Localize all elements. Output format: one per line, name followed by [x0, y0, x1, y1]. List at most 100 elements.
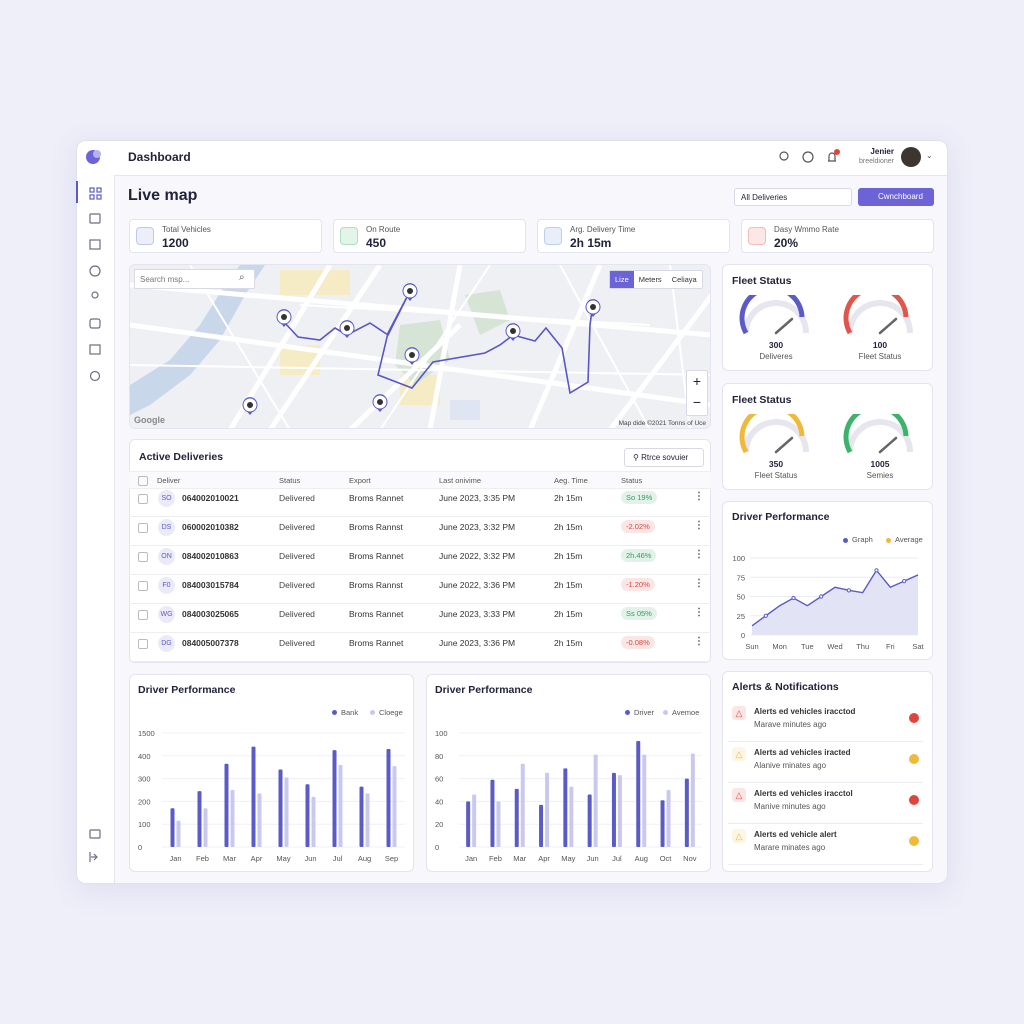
- nav-dashboard[interactable]: [89, 187, 102, 200]
- delivery-export: Broms Rannet: [349, 551, 404, 561]
- legend-dot: [663, 710, 668, 715]
- y-tick-label: 25: [737, 612, 745, 621]
- row-menu[interactable]: ⋮: [694, 491, 704, 502]
- delivery-export: Broms Rannet: [349, 638, 404, 648]
- kpi-card: Arg. Delivery Time 2h 15m: [537, 219, 730, 253]
- notification-icon[interactable]: [828, 152, 836, 162]
- row-menu[interactable]: ⋮: [694, 549, 704, 560]
- action-button[interactable]: Cwnchboard: [858, 188, 934, 206]
- x-tick-label: Aug: [358, 854, 371, 863]
- zoom-in[interactable]: +: [692, 373, 702, 389]
- legend-dot: [843, 538, 848, 543]
- filter-select[interactable]: All Deliveries: [734, 188, 852, 206]
- checkbox[interactable]: [138, 476, 148, 486]
- checkbox[interactable]: [138, 639, 148, 649]
- table-filter-button[interactable]: ⚲ Rtrce sovuier: [624, 448, 704, 467]
- map-tab[interactable]: Meters: [638, 275, 662, 284]
- page-title: Live map: [128, 187, 198, 204]
- bar: [611, 772, 616, 847]
- x-tick-label: Oct: [660, 854, 673, 863]
- x-tick-label: Jan: [169, 854, 181, 863]
- legend-dot: [332, 710, 337, 715]
- x-tick-label: Jun: [304, 854, 316, 863]
- delivery-id: 084003015784: [182, 580, 239, 590]
- row-menu[interactable]: ⋮: [694, 607, 704, 618]
- bar: [332, 750, 337, 847]
- gauge-needle: [878, 317, 898, 335]
- nav-logout[interactable]: [89, 852, 98, 862]
- legend-label: Graph: [852, 535, 873, 544]
- user-menu-caret[interactable]: ⌄: [926, 151, 933, 160]
- bar-chart-plot: 0 100 200 300 400 1500 Jan Feb Mar Apr May Jun Jul Au…: [138, 729, 405, 863]
- gauge: [739, 295, 809, 335]
- nav-settings[interactable]: [89, 370, 101, 382]
- zoom-out[interactable]: −: [692, 394, 702, 410]
- alert-icon: △: [732, 747, 746, 761]
- chart-title: Driver Performance: [138, 684, 236, 696]
- legend-label: Driver: [634, 708, 654, 717]
- map-search-icon[interactable]: ⌕: [239, 272, 245, 283]
- map[interactable]: Search msp... ⌕ Lize Meters Celiaya + − Goo…: [129, 264, 711, 429]
- checkbox[interactable]: [138, 610, 148, 620]
- alert-item[interactable]: [728, 783, 923, 824]
- gauge-value: 350: [768, 459, 784, 469]
- gauge: [739, 414, 809, 454]
- x-tick-label: May: [276, 854, 290, 863]
- checkbox[interactable]: [138, 552, 148, 562]
- line-chart-card: [722, 501, 933, 660]
- status-badge: 2h.46%: [621, 549, 657, 562]
- zoom-controls: + −: [686, 370, 708, 416]
- alert-item[interactable]: [728, 701, 923, 742]
- notification-badge: [834, 149, 840, 155]
- search-icon[interactable]: [779, 151, 789, 161]
- map-tab[interactable]: Celiaya: [671, 275, 697, 284]
- map-pins: [242, 283, 601, 415]
- legend-dot: [370, 710, 375, 715]
- nav-drivers[interactable]: [91, 291, 99, 299]
- checkbox[interactable]: [138, 523, 148, 533]
- delivery-duration: 2h 15m: [554, 522, 583, 532]
- delivery-status: Delivered: [279, 551, 315, 561]
- kpi-icon: [748, 227, 766, 245]
- nav-calendar[interactable]: [89, 213, 101, 224]
- bar: [660, 800, 665, 847]
- map-tab[interactable]: Lize: [610, 271, 634, 288]
- row-avatar: F0: [158, 577, 175, 594]
- x-tick-label: Jun: [587, 854, 599, 863]
- nav-help[interactable]: [89, 829, 101, 839]
- line-chart-plot: 0 25 50 75 100 Sun Mon Tue Wed Thu Fri Sat: [732, 554, 924, 651]
- nav-reports[interactable]: [89, 318, 101, 329]
- nav-fleet[interactable]: [89, 239, 101, 250]
- bar: [176, 820, 181, 847]
- bar: [617, 775, 622, 847]
- help-icon[interactable]: [802, 151, 814, 163]
- alert-title: Alerts ed vehicles iracctod: [754, 707, 856, 716]
- bar: [386, 748, 391, 847]
- y-tick-label: 100: [732, 554, 745, 563]
- checkbox[interactable]: [138, 581, 148, 591]
- y-tick-label: 0: [138, 843, 142, 852]
- logo: [86, 150, 101, 164]
- checkbox[interactable]: [138, 494, 148, 504]
- alert-icon: △: [732, 706, 746, 720]
- y-tick-label: 75: [737, 573, 745, 582]
- x-tick-label: Jul: [333, 854, 343, 863]
- chart-title: Driver Performance: [732, 511, 830, 523]
- nav-store[interactable]: [89, 344, 101, 355]
- bar: [642, 754, 647, 847]
- bar: [593, 754, 598, 847]
- column-header: Export: [349, 476, 371, 485]
- bar: [490, 779, 495, 847]
- row-menu[interactable]: ⋮: [694, 578, 704, 589]
- avatar[interactable]: [901, 147, 921, 167]
- row-menu[interactable]: ⋮: [694, 636, 704, 647]
- alert-item[interactable]: [728, 824, 923, 865]
- gauge-track: [847, 419, 913, 453]
- alert-item[interactable]: [728, 742, 923, 783]
- nav-history[interactable]: [89, 265, 101, 277]
- map-search[interactable]: Search msp... ⌕: [134, 269, 255, 289]
- status-badge: Ss 05%: [621, 607, 657, 620]
- map-logo: Google: [134, 415, 165, 425]
- kpi-card: Dasy Wmmo Rate 20%: [741, 219, 934, 253]
- row-menu[interactable]: ⋮: [694, 520, 704, 531]
